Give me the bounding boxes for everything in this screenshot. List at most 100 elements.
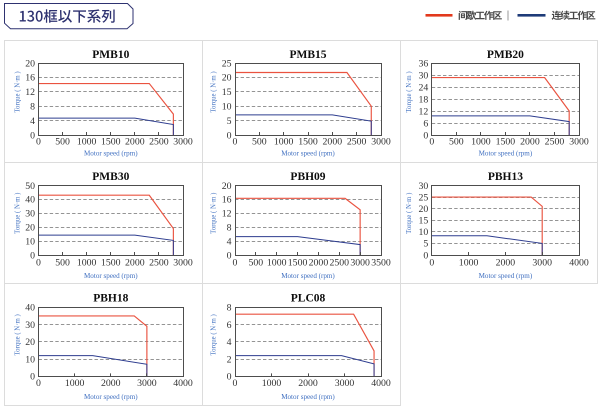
svg-text:Motor speed (rpm): Motor speed (rpm) <box>479 272 533 280</box>
svg-text:30: 30 <box>419 70 429 81</box>
svg-text:0: 0 <box>36 137 41 148</box>
svg-text:500: 500 <box>55 137 70 148</box>
svg-text:0: 0 <box>30 250 35 261</box>
svg-text:500: 500 <box>55 258 70 269</box>
svg-text:12: 12 <box>222 209 232 220</box>
svg-text:20: 20 <box>25 223 35 234</box>
svg-text:Torque ( N·m ): Torque ( N·m ) <box>15 314 22 355</box>
svg-text:2500: 2500 <box>329 258 349 269</box>
svg-text:50: 50 <box>25 181 35 192</box>
svg-text:0: 0 <box>233 137 238 148</box>
svg-text:2000: 2000 <box>125 258 145 269</box>
svg-text:0: 0 <box>423 130 428 141</box>
svg-text:3000: 3000 <box>532 258 552 269</box>
svg-text:3000: 3000 <box>173 258 193 269</box>
svg-text:Torque ( N·m ): Torque ( N·m ) <box>406 193 413 234</box>
svg-text:16: 16 <box>25 73 35 84</box>
svg-text:0: 0 <box>429 137 434 148</box>
svg-text:1000: 1000 <box>262 378 282 389</box>
svg-text:0: 0 <box>227 250 232 261</box>
svg-text:0: 0 <box>233 378 238 389</box>
svg-text:1500: 1500 <box>496 137 516 148</box>
svg-text:15: 15 <box>222 87 232 98</box>
svg-text:8: 8 <box>227 223 232 234</box>
svg-text:500: 500 <box>252 137 267 148</box>
svg-text:2000: 2000 <box>125 137 145 148</box>
svg-text:1000: 1000 <box>77 258 97 269</box>
svg-text:500: 500 <box>449 137 464 148</box>
svg-text:Torque ( N·m ): Torque ( N·m ) <box>15 71 22 112</box>
svg-text:2500: 2500 <box>545 137 565 148</box>
svg-text:6: 6 <box>423 118 428 129</box>
svg-text:Torque ( N·m ): Torque ( N·m ) <box>211 314 218 355</box>
svg-text:Motor speed (rpm): Motor speed (rpm) <box>84 272 138 280</box>
svg-text:40: 40 <box>25 303 35 314</box>
svg-text:PBH18: PBH18 <box>93 293 128 305</box>
svg-text:8: 8 <box>227 303 232 314</box>
svg-text:1000: 1000 <box>65 378 85 389</box>
svg-text:2000: 2000 <box>496 258 516 269</box>
svg-text:0: 0 <box>30 372 35 383</box>
svg-text:20: 20 <box>25 337 35 348</box>
svg-text:4: 4 <box>227 337 232 348</box>
svg-text:1000: 1000 <box>77 137 97 148</box>
svg-text:4: 4 <box>30 116 35 127</box>
svg-text:2: 2 <box>227 354 232 365</box>
svg-text:40: 40 <box>25 195 35 206</box>
svg-text:PBH09: PBH09 <box>290 171 325 183</box>
svg-text:3000: 3000 <box>173 137 193 148</box>
svg-text:12: 12 <box>25 87 35 98</box>
svg-text:6: 6 <box>227 320 232 331</box>
svg-text:0: 0 <box>30 130 35 141</box>
svg-text:3000: 3000 <box>335 378 355 389</box>
svg-text:0: 0 <box>233 258 238 269</box>
svg-text:Torque ( N·m ): Torque ( N·m ) <box>211 71 218 112</box>
svg-text:3000: 3000 <box>350 258 370 269</box>
svg-text:Motor speed (rpm): Motor speed (rpm) <box>479 150 533 158</box>
svg-text:4000: 4000 <box>569 258 589 269</box>
svg-text:8: 8 <box>30 102 35 113</box>
svg-text:20: 20 <box>222 73 232 84</box>
svg-text:PMB10: PMB10 <box>92 49 129 61</box>
svg-text:Motor speed (rpm): Motor speed (rpm) <box>281 150 335 158</box>
svg-text:1500: 1500 <box>298 137 318 148</box>
svg-text:PMB15: PMB15 <box>289 49 326 61</box>
svg-text:3500: 3500 <box>371 258 391 269</box>
svg-text:1500: 1500 <box>288 258 308 269</box>
svg-text:2500: 2500 <box>149 258 169 269</box>
svg-text:30: 30 <box>25 320 35 331</box>
svg-text:2500: 2500 <box>347 137 367 148</box>
svg-text:0: 0 <box>36 378 41 389</box>
svg-text:10: 10 <box>25 236 35 247</box>
svg-text:18: 18 <box>419 94 429 105</box>
svg-text:25: 25 <box>419 192 429 203</box>
svg-text:15: 15 <box>419 216 429 227</box>
svg-text:1000: 1000 <box>459 258 479 269</box>
svg-text:30: 30 <box>25 209 35 220</box>
svg-text:2000: 2000 <box>298 378 318 389</box>
svg-text:1000: 1000 <box>274 137 294 148</box>
svg-text:0: 0 <box>423 250 428 261</box>
svg-text:0: 0 <box>227 372 232 383</box>
svg-text:3000: 3000 <box>569 137 589 148</box>
svg-text:10: 10 <box>25 354 35 365</box>
svg-text:2000: 2000 <box>101 378 121 389</box>
svg-text:2500: 2500 <box>149 137 169 148</box>
svg-text:4000: 4000 <box>371 378 391 389</box>
svg-text:10: 10 <box>419 227 429 238</box>
svg-text:36: 36 <box>419 58 429 69</box>
svg-text:Motor speed (rpm): Motor speed (rpm) <box>84 150 138 158</box>
svg-text:3000: 3000 <box>371 137 391 148</box>
svg-text:Torque ( N·m ): Torque ( N·m ) <box>15 193 22 234</box>
svg-text:0: 0 <box>429 258 434 269</box>
svg-text:1000: 1000 <box>471 137 491 148</box>
svg-text:2000: 2000 <box>323 137 343 148</box>
svg-text:5: 5 <box>423 239 428 250</box>
svg-text:5: 5 <box>227 116 232 127</box>
svg-text:Motor speed (rpm): Motor speed (rpm) <box>281 272 335 280</box>
svg-text:16: 16 <box>222 195 232 206</box>
svg-text:4000: 4000 <box>173 378 193 389</box>
svg-text:20: 20 <box>419 204 429 215</box>
svg-text:20: 20 <box>222 181 232 192</box>
svg-text:Motor speed (rpm): Motor speed (rpm) <box>281 393 335 401</box>
